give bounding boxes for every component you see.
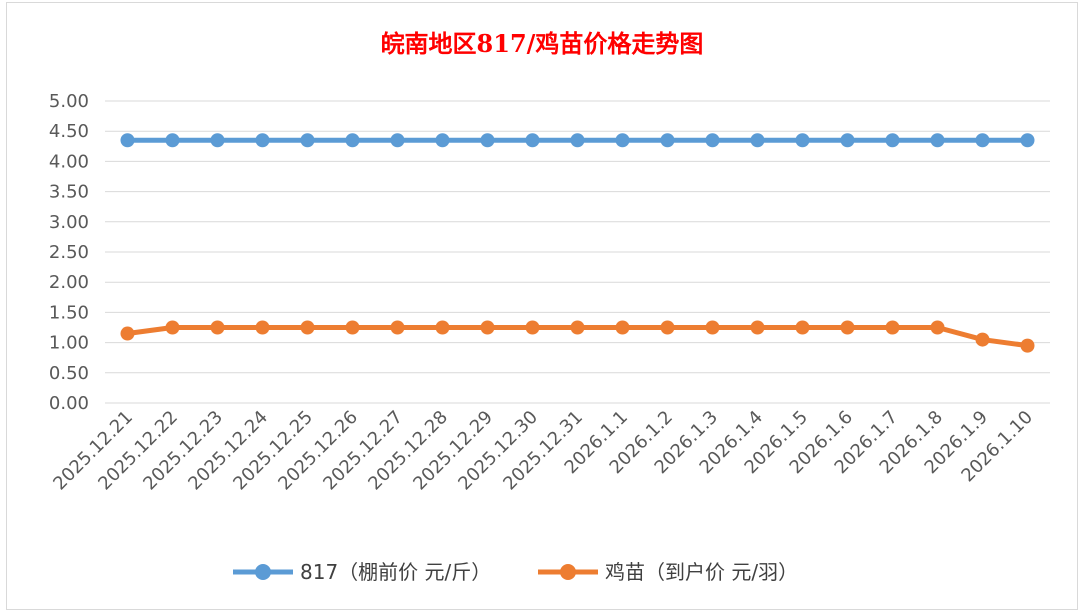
series-lines xyxy=(120,133,1035,353)
data-point xyxy=(930,133,945,148)
data-point xyxy=(570,320,585,335)
chart-frame xyxy=(6,2,1078,610)
data-point xyxy=(525,320,540,335)
data-point xyxy=(750,133,765,148)
data-point xyxy=(750,320,765,335)
data-point xyxy=(975,332,990,347)
y-axis-ticks: 0.00 0.50 1.00 1.50 2.00 2.50 3.00 3.50 4.00 4.50… xyxy=(49,91,89,414)
chart-title: 皖南地区817/鸡苗价格走势图 xyxy=(381,29,704,58)
data-point xyxy=(840,133,855,148)
data-point xyxy=(660,133,675,148)
data-point xyxy=(165,320,180,335)
y-tick-label: 1.50 xyxy=(49,302,89,323)
data-point xyxy=(210,320,225,335)
data-point xyxy=(705,133,720,148)
data-point xyxy=(480,133,495,148)
data-point xyxy=(165,133,180,148)
data-point xyxy=(840,320,855,335)
data-point xyxy=(615,133,630,148)
data-point xyxy=(795,320,810,335)
y-tick-label: 2.00 xyxy=(49,272,89,293)
data-point xyxy=(300,133,315,148)
y-tick-label: 3.00 xyxy=(49,212,89,233)
y-tick-label: 4.00 xyxy=(49,151,89,172)
data-point xyxy=(120,326,135,341)
data-point xyxy=(885,133,900,148)
y-tick-label: 5.00 xyxy=(49,91,89,112)
data-point xyxy=(120,133,135,148)
data-point xyxy=(255,133,270,148)
grid xyxy=(105,100,1050,404)
data-point xyxy=(525,133,540,148)
data-point xyxy=(930,320,945,335)
y-tick-label: 4.50 xyxy=(49,121,89,142)
data-point xyxy=(885,320,900,335)
data-point xyxy=(300,320,315,335)
data-point xyxy=(975,133,990,148)
x-axis-ticks: 2025.12.212025.12.222025.12.232025.12.24… xyxy=(49,407,1037,495)
data-point xyxy=(345,320,360,335)
legend-label: 鸡苗（到户价 元/羽） xyxy=(605,560,798,584)
legend-marker xyxy=(560,564,576,580)
data-point xyxy=(1020,338,1035,353)
data-point xyxy=(390,320,405,335)
y-tick-label: 2.50 xyxy=(49,242,89,263)
data-point xyxy=(795,133,810,148)
y-tick-label: 0.00 xyxy=(49,393,89,414)
data-point xyxy=(435,133,450,148)
data-point xyxy=(615,320,630,335)
legend-label: 817（棚前价 元/斤） xyxy=(300,560,491,584)
y-tick-label: 3.50 xyxy=(49,182,89,203)
data-point xyxy=(1020,133,1035,148)
data-point xyxy=(255,320,270,335)
data-point xyxy=(435,320,450,335)
data-point xyxy=(570,133,585,148)
data-point xyxy=(705,320,720,335)
y-tick-label: 1.00 xyxy=(49,333,89,354)
legend-marker xyxy=(255,564,271,580)
data-point xyxy=(210,133,225,148)
legend: 817（棚前价 元/斤） 鸡苗（到户价 元/羽） xyxy=(233,560,798,584)
data-point xyxy=(345,133,360,148)
data-point xyxy=(660,320,675,335)
data-point xyxy=(480,320,495,335)
y-tick-label: 0.50 xyxy=(49,363,89,384)
data-point xyxy=(390,133,405,148)
